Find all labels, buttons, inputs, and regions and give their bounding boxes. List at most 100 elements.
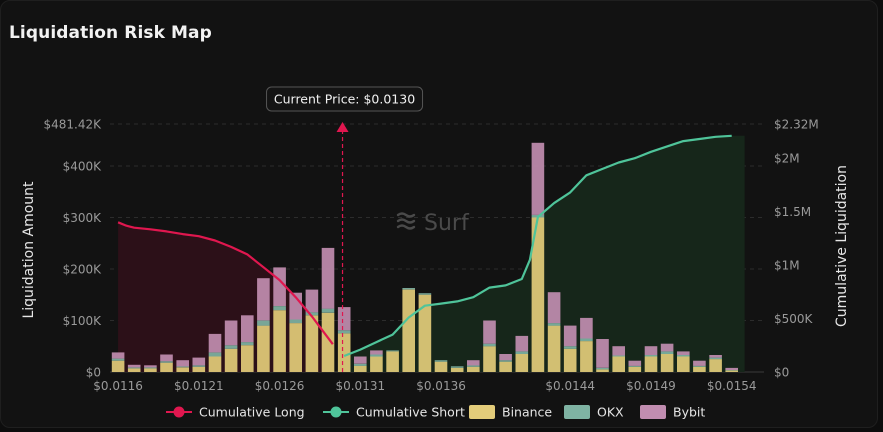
bar-bybit <box>273 267 286 306</box>
bar-binance <box>337 333 351 372</box>
bar-okx <box>450 366 464 368</box>
bar-okx <box>483 343 496 347</box>
bar-binance <box>241 345 254 372</box>
bar-bybit <box>580 317 593 339</box>
bar-okx <box>192 365 206 367</box>
bar-bybit <box>354 356 367 364</box>
bar-okx <box>580 338 593 342</box>
chart-title: Liquidation Risk Map <box>9 23 212 43</box>
bar-binance <box>224 348 238 372</box>
bar-group <box>660 343 674 372</box>
bar-binance <box>644 356 658 372</box>
bar-group <box>402 288 415 372</box>
bar-group <box>321 247 335 372</box>
y-axis-right: $0 $500K $1M $1.5M $2M $2.32M <box>774 118 819 380</box>
legend-item: Cumulative Long <box>166 405 305 420</box>
bar-bybit <box>483 320 496 344</box>
bar-group <box>612 346 625 372</box>
bar-binance <box>354 365 367 372</box>
bar-binance <box>176 367 189 372</box>
bar-okx <box>176 366 189 368</box>
bar-binance <box>273 310 286 372</box>
bar-group <box>160 354 173 372</box>
bar-binance <box>257 325 270 372</box>
bar-binance <box>677 356 690 372</box>
bar-bybit <box>224 320 238 346</box>
bar-binance <box>531 217 545 372</box>
bar-okx <box>289 319 302 324</box>
bar-binance <box>418 294 432 372</box>
surf-logo-icon <box>396 212 416 230</box>
bar-okx <box>677 355 690 357</box>
bar-bybit <box>644 346 658 355</box>
bar-group <box>305 289 319 372</box>
legend-label: OKX <box>597 405 624 420</box>
y-tick-label: $300K <box>63 211 103 225</box>
bar-binance <box>450 367 464 372</box>
y2-tick-label: $2.32M <box>774 118 819 132</box>
y-tick-label: $0 <box>86 366 101 380</box>
bar-binance <box>144 368 157 372</box>
bar-bybit <box>677 351 690 355</box>
bar-bybit <box>660 343 674 352</box>
y-tick-label: $100K <box>63 314 103 328</box>
legend-label: Cumulative Short <box>356 405 465 420</box>
bar-group <box>370 350 383 372</box>
y2-tick-label: $1.5M <box>774 205 811 219</box>
bar-okx <box>596 367 609 370</box>
bar-bybit <box>337 307 351 331</box>
bar-binance <box>483 346 496 372</box>
current-price-tooltip <box>266 86 424 112</box>
legend-item: OKX <box>564 405 624 420</box>
bar-okx <box>337 330 351 334</box>
bar-binance <box>547 325 561 372</box>
x-tick-label: $0.0121 <box>174 379 224 393</box>
bar-bybit <box>612 346 625 356</box>
current-price-marker: Current Price: $0.0130 <box>266 86 424 372</box>
bar-bybit <box>321 247 335 309</box>
bar-okx <box>370 354 383 357</box>
legend-swatch-icon <box>564 405 590 419</box>
bar-binance <box>628 366 642 372</box>
bar-group <box>111 352 125 372</box>
bar-bybit <box>208 333 222 353</box>
bar-binance <box>127 368 141 372</box>
bar-okx <box>111 358 125 361</box>
bar-okx <box>547 323 561 326</box>
bar-group <box>580 317 593 372</box>
legend-dot-icon <box>173 406 185 418</box>
bar-group <box>693 360 706 372</box>
bar-okx <box>144 367 157 369</box>
bar-okx <box>160 361 173 363</box>
bar-bybit <box>531 142 545 215</box>
bar-binance <box>709 359 722 372</box>
bar-okx <box>257 320 270 326</box>
cumulative-short-line <box>343 134 732 358</box>
bar-bybit <box>127 364 141 368</box>
bar-binance <box>467 366 480 372</box>
bar-group <box>628 360 642 372</box>
cumulative-lines <box>117 134 732 358</box>
bar-group <box>257 278 270 372</box>
bar-okx <box>127 367 141 369</box>
legend-label: Bybit <box>673 405 705 420</box>
bar-bybit <box>693 360 706 366</box>
x-tick-label: $0.0126 <box>255 379 305 393</box>
bar-bybit <box>370 350 383 355</box>
bar-okx <box>434 360 448 362</box>
bar-binance <box>111 360 125 372</box>
y2-tick-label: $500K <box>774 312 814 326</box>
bar-bybit <box>515 335 529 352</box>
bar-okx <box>709 357 722 360</box>
bar-okx <box>499 360 512 362</box>
bar-okx <box>515 351 529 354</box>
bar-group <box>450 366 464 372</box>
bar-binance <box>499 361 512 372</box>
bar-okx <box>321 308 335 313</box>
bar-okx <box>418 293 432 295</box>
bar-bybit <box>563 325 577 347</box>
bar-group <box>224 320 238 372</box>
bar-group <box>418 293 432 372</box>
bar-group <box>127 364 141 372</box>
bar-group <box>192 357 206 372</box>
